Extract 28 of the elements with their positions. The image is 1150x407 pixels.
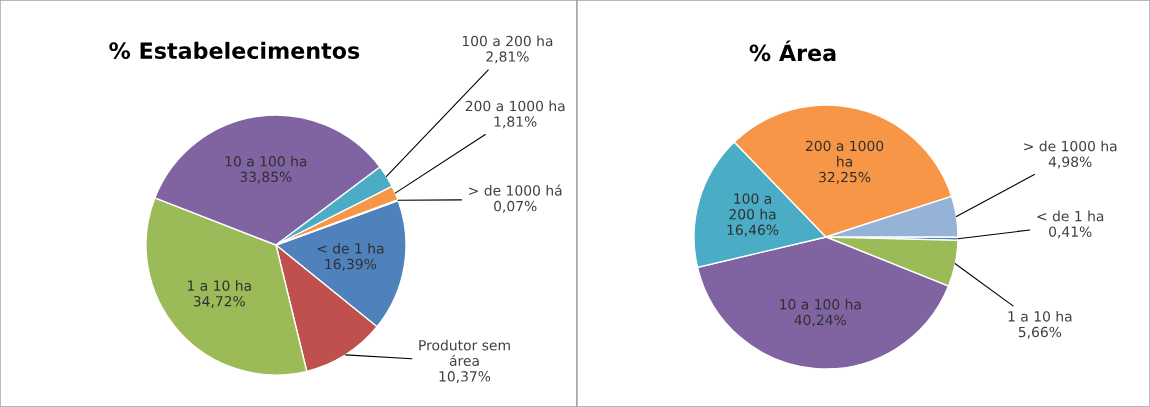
data-label: 16,39% bbox=[325, 258, 377, 271]
data-label: 40,24% bbox=[794, 314, 846, 327]
data-label: 16,46% bbox=[727, 224, 779, 237]
chart-title: % Área bbox=[749, 40, 836, 62]
data-label: 0,07% bbox=[494, 200, 537, 213]
slice-label: 200 a 1000 ha bbox=[805, 140, 884, 167]
slice-label: < de 1 ha bbox=[1037, 210, 1104, 222]
chart-title: % Estabelecimentos bbox=[109, 41, 360, 60]
data-label: 10,37% bbox=[439, 371, 491, 383]
slice-label: 100 a 200 ha bbox=[729, 193, 776, 220]
slice-label: 1 a 10 ha bbox=[1008, 310, 1072, 322]
data-label: 34,72% bbox=[193, 295, 245, 308]
slice-label: Produtor sem área bbox=[419, 339, 510, 367]
data-label: 1,81% bbox=[494, 116, 537, 129]
data-label: 0,41% bbox=[1049, 226, 1092, 239]
slice-label: 10 a 100 ha bbox=[225, 155, 307, 167]
slice-label: > de 1000 ha bbox=[1024, 140, 1117, 152]
slice-label: 100 a 200 ha bbox=[462, 35, 553, 47]
slice-label: < de 1 ha bbox=[317, 242, 384, 254]
slice-label: > de 1000 há bbox=[469, 184, 562, 196]
data-label: 33,85% bbox=[240, 171, 292, 184]
slice-label: 1 a 10 ha bbox=[188, 280, 251, 291]
data-label: 5,66% bbox=[1018, 326, 1062, 339]
slice-label: 10 a 100 ha bbox=[780, 298, 861, 310]
slice-label: 200 a 1000 ha bbox=[465, 100, 565, 112]
data-label: 4,98% bbox=[1048, 156, 1092, 169]
data-label: 32,25% bbox=[819, 171, 871, 184]
data-label: 2,81% bbox=[486, 51, 529, 64]
